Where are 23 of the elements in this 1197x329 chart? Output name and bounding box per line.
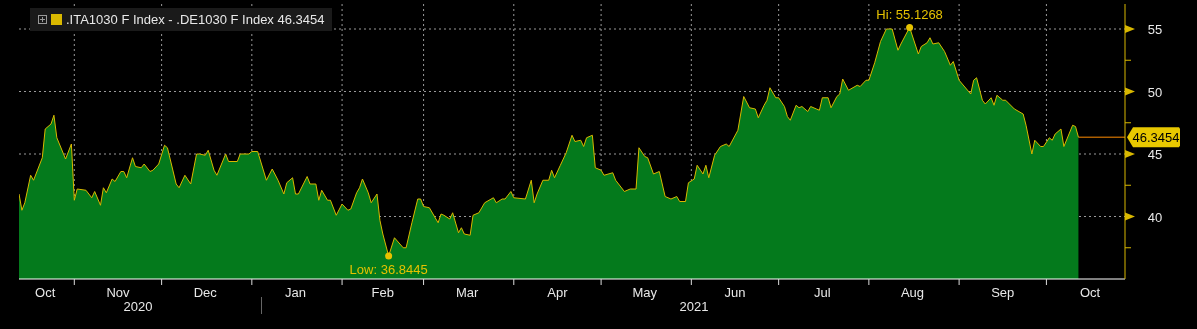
- x-tick-label: Feb: [371, 285, 395, 300]
- y-tick-label: 50: [1147, 84, 1163, 100]
- y-tick-label: 45: [1147, 147, 1163, 162]
- y-tick-label: 40: [1147, 209, 1163, 225]
- legend-label: .ITA1030 F Index - .DE1030 F Index 46.3454: [66, 12, 325, 27]
- x-tick-label: Oct: [35, 285, 56, 300]
- x-tick-label: May: [632, 285, 658, 300]
- x-tick-label: Jul: [813, 285, 831, 300]
- x-tick-label: Jun: [724, 285, 746, 300]
- x-tick-label: Sep: [991, 285, 1015, 300]
- x-tick-label: Oct: [1079, 285, 1101, 300]
- x-tick-label: Dec: [193, 285, 218, 300]
- ref-line-label: 46.3454: [1132, 130, 1180, 146]
- annotation: Low: 36.8445: [349, 261, 428, 277]
- x-tick-label: Mar: [456, 285, 480, 300]
- text: 2020: [122, 299, 154, 314]
- text: 2021: [678, 299, 710, 314]
- y-tick-label: 55: [1147, 22, 1163, 37]
- x-tick-label: Jan: [285, 285, 306, 300]
- annotation: Hi: 55.1268: [876, 6, 943, 22]
- x-tick-label: Nov: [106, 285, 131, 300]
- x-tick-label: Aug: [900, 285, 925, 300]
- x-tick-label: Apr: [547, 285, 569, 300]
